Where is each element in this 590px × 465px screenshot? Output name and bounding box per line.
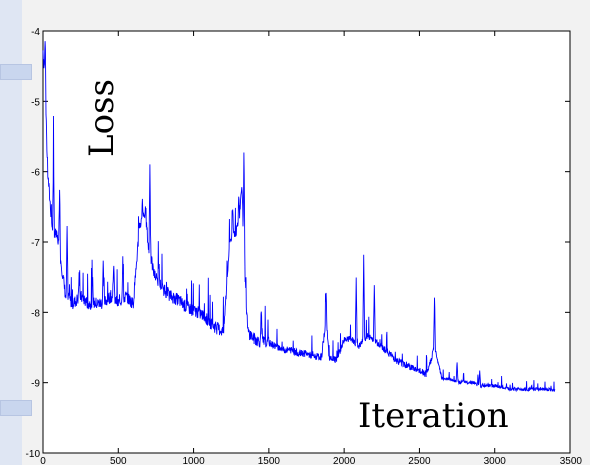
x-tick-label: 1000 [182,456,205,465]
x-tick-label: 3500 [560,456,583,465]
y-tick-label: -7 [31,238,40,249]
x-tick-label: 0 [40,456,46,465]
y-tick-label: -4 [31,27,40,38]
y-tick-label: -10 [26,449,41,460]
x-tick-label: 1500 [258,456,281,465]
x-tick-label: 500 [110,456,127,465]
left-window-strip [0,0,32,465]
y-tick-label: -8 [31,308,40,319]
x-axis-label: Iteration [358,396,509,436]
series-line [42,41,556,393]
y-tick-label: -6 [31,168,40,179]
y-tick-label: -9 [31,379,40,390]
axis-ticks: 0 500 1000 1500 2000 2500 3000 3500 -4 -5 -6 -7 -8 -9… [26,27,583,465]
x-tick-label: 2500 [408,456,431,465]
y-axis-label: Loss [82,79,122,157]
x-tick-label: 2000 [333,456,356,465]
y-tick-label: -5 [31,97,40,108]
strip-marker-top [0,64,32,80]
x-tick-label: 3000 [484,456,507,465]
strip-marker-bottom [0,400,32,416]
plot-area [42,30,571,454]
loss-series-line [42,41,556,393]
